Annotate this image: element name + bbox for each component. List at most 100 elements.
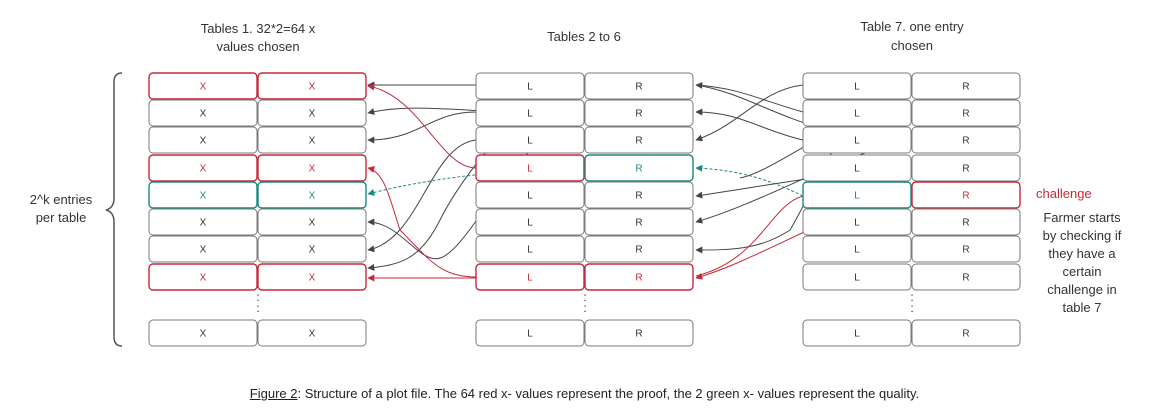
table7-row4-left-box	[802, 154, 912, 182]
arrow-red-t2-row4-to-t1-row1	[367, 83, 477, 169]
side-label-line1: 2^k entries	[30, 192, 93, 207]
arrow-t7-row1-to-t2-row3	[695, 84, 804, 142]
table7-row7-right-box	[911, 235, 1021, 263]
table1-row3-left: X	[148, 126, 258, 154]
tables2to6-row6-left-box	[475, 208, 585, 236]
tables2to6-row4-right: R	[584, 154, 694, 182]
table1-row8-left-box	[148, 263, 258, 291]
table7-row3-left-label: L	[854, 136, 860, 147]
table1-row7-left-label: X	[200, 245, 207, 256]
table7-row2-right-box	[911, 99, 1021, 127]
tables2to6-row8-right-box	[584, 263, 694, 291]
table7-row7-left-label: L	[854, 245, 860, 256]
tables2to6-last-row-right-label: R	[635, 329, 642, 340]
table7-row2-left-label: L	[854, 109, 860, 120]
table1-row3-left-label: X	[200, 136, 207, 147]
table1-row2-right-box	[257, 99, 367, 127]
tables2to6-row5-right: R	[584, 181, 694, 209]
table7-row4-right: R	[911, 154, 1021, 182]
arrow-green-t7-to-t2-row4	[695, 164, 804, 197]
table7-row1-left: L	[802, 72, 912, 100]
tables2to6-ellipsis-1: :	[583, 290, 586, 304]
table7-ellipsis-1: :	[910, 290, 913, 304]
table1-last-row-right: X	[257, 319, 367, 347]
table1-ellipsis-2: :	[256, 301, 259, 315]
challenge-label: challenge	[1036, 186, 1092, 201]
table1-row8-right-box	[257, 263, 367, 291]
table7-row8-left-box	[802, 263, 912, 291]
tables-2-to-6: L R L R L R L R L R L R L R L R L R	[475, 72, 694, 347]
tables2to6-row8-left-label: L	[527, 273, 533, 284]
tables2to6-row4-left-box	[475, 154, 585, 182]
table7-row8-right-label: R	[962, 273, 969, 284]
table1-row7-right: X	[257, 235, 367, 263]
table7-row3-left-box	[802, 126, 912, 154]
table1-last-row-left-label: X	[200, 329, 207, 340]
table1-row2-left-label: X	[200, 109, 207, 120]
table1-row2-left-box	[148, 99, 258, 127]
table7-row5-right-box	[911, 181, 1021, 209]
table1-row7-left-box	[148, 235, 258, 263]
tables2to6-row8-right: R	[584, 263, 694, 291]
farmer-note: Farmer starts by checking if they have a ce…	[1043, 210, 1122, 315]
table7-row4-left: L	[802, 154, 912, 182]
table7-row8-left: L	[802, 263, 912, 291]
tables2to6-row2-right-box	[584, 99, 694, 127]
tables2to6-row4-right-box	[584, 154, 694, 182]
entries-brace	[105, 72, 123, 347]
tables2to6-row6-right-box	[584, 208, 694, 236]
table1-row6-right-label: X	[309, 218, 316, 229]
table1-row6-left-box	[148, 208, 258, 236]
table7-row3-right-box	[911, 126, 1021, 154]
tables2to6-row1-right-box	[584, 72, 694, 100]
table1-row5-left: X	[148, 181, 258, 209]
table1-row4-right: X	[257, 154, 367, 182]
tables2to6-header: Tables 2 to 6	[547, 29, 621, 44]
line-red-t7-challenge-l	[695, 195, 804, 277]
tables2to6-row3-right-label: R	[635, 136, 642, 147]
tables2to6-row5-left: L	[475, 181, 585, 209]
table7-row8-right: R	[911, 263, 1021, 291]
tables2to6-row3-left: L	[475, 126, 585, 154]
tables2to6-row7-right: R	[584, 235, 694, 263]
table1-row4-left: X	[148, 154, 258, 182]
tables2to6-row1-right-label: R	[635, 82, 642, 93]
table1-row6-left-label: X	[200, 218, 207, 229]
table-7: L R L R L R L R L R L R L R L R L R	[802, 72, 1021, 347]
tables2to6-last-row-right: R	[584, 319, 694, 347]
table7-last-row-left: L	[802, 319, 912, 347]
arrow-red-t2-row8-to-t1-row4	[367, 166, 477, 278]
table1-row5-right-box	[257, 181, 367, 209]
tables2to6-row7-right-box	[584, 235, 694, 263]
table7-row6-left: L	[802, 208, 912, 236]
table7-last-row-right-box	[911, 319, 1021, 347]
table7-row6-left-label: L	[854, 218, 860, 229]
table1-row8-right: X	[257, 263, 367, 291]
tables2to6-row7-left-label: L	[527, 245, 533, 256]
tables2to6-ellipsis-2: :	[583, 301, 586, 315]
table1-row3-right-label: X	[309, 136, 316, 147]
table1-row7-right-box	[257, 235, 367, 263]
table7-row7-right: R	[911, 235, 1021, 263]
table7-last-row-left-box	[802, 319, 912, 347]
table1-header-line1: Tables 1. 32*2=64 x	[201, 21, 316, 36]
table7-row6-right: R	[911, 208, 1021, 236]
table7-row8-right-box	[911, 263, 1021, 291]
table1-row1-right-box	[257, 72, 367, 100]
tables2to6-last-row-left: L	[475, 319, 585, 347]
table1-row5-left-label: X	[200, 191, 207, 202]
farmer-note-line1: Farmer starts	[1043, 210, 1121, 225]
tables2to6-row2-left: L	[475, 99, 585, 127]
tables2to6-last-row-left-label: L	[527, 329, 533, 340]
tables2to6-row5-left-label: L	[527, 191, 533, 202]
tables2to6-row3-right: R	[584, 126, 694, 154]
table7-row3-right-label: R	[962, 136, 969, 147]
table1-row1-left: X	[148, 72, 258, 100]
table7-row1-left-label: L	[854, 82, 860, 93]
tables2to6-row1-left-label: L	[527, 82, 533, 93]
tables2to6-last-row-right-box	[584, 319, 694, 347]
table7-row7-left-box	[802, 235, 912, 263]
farmer-note-line6: table 7	[1062, 300, 1101, 315]
table1-row6-left: X	[148, 208, 258, 236]
table7-row3-left: L	[802, 126, 912, 154]
